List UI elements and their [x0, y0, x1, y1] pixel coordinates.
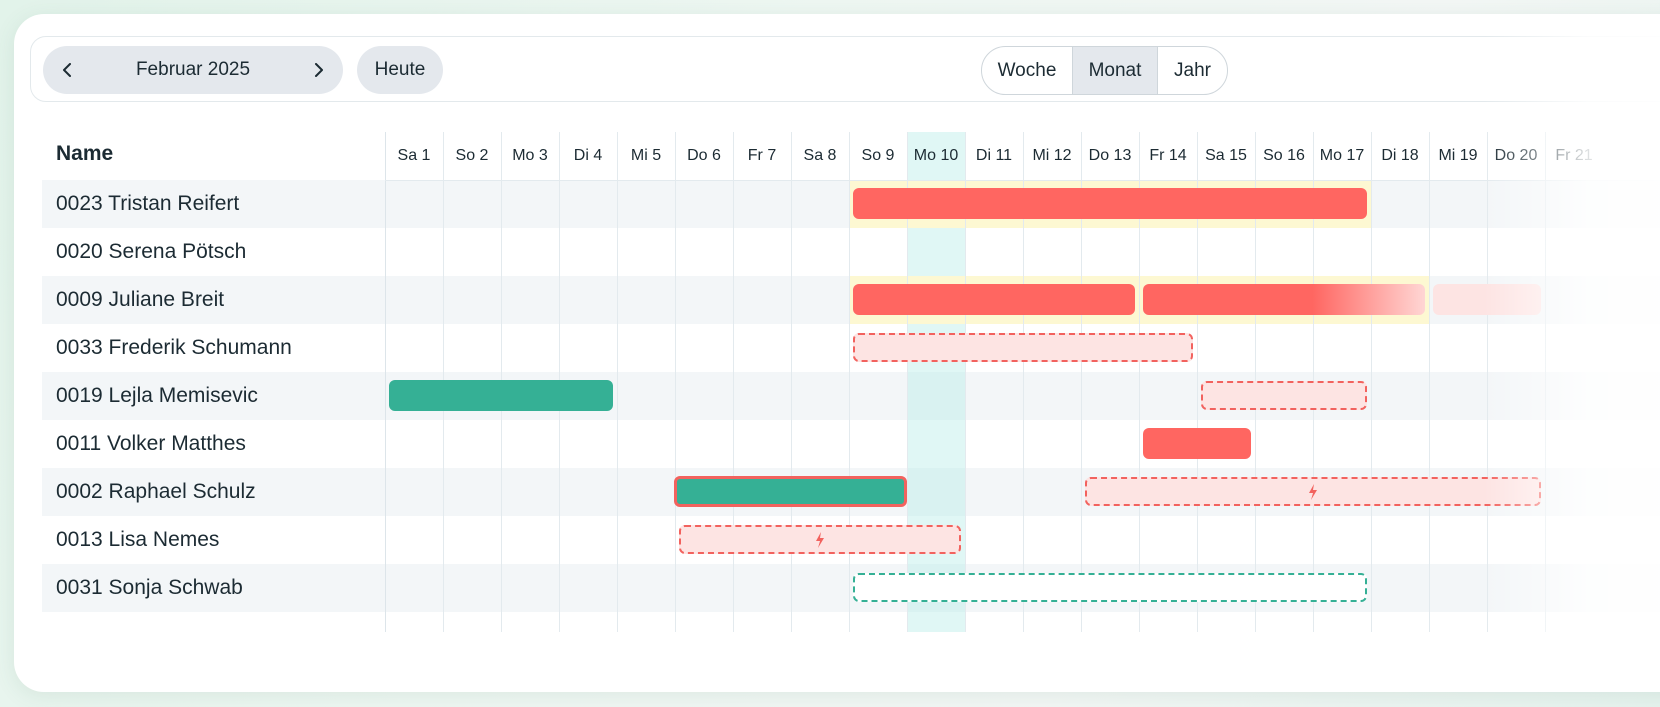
day-header: Mi 5 — [630, 147, 662, 164]
day-column-divider — [1081, 132, 1082, 632]
day-column-divider — [1429, 132, 1430, 632]
employee-name[interactable]: 0019 Lejla Memisevic — [56, 384, 258, 407]
day-header: Fr 21 — [1555, 147, 1593, 164]
day-header: Mo 3 — [512, 147, 548, 164]
day-header: Mi 19 — [1438, 147, 1478, 164]
employee-name[interactable]: 0002 Raphael Schulz — [56, 480, 256, 503]
employee-name[interactable]: 0020 Serena Pötsch — [56, 240, 247, 263]
table-row: 0020 Serena Pötsch — [42, 228, 1660, 276]
absence-bar[interactable] — [853, 284, 1135, 315]
employee-name[interactable]: 0011 Volker Matthes — [56, 432, 246, 455]
table-row: 0013 Lisa Nemes — [42, 516, 1660, 564]
day-column-divider — [733, 132, 734, 632]
employee-name[interactable]: 0031 Sonja Schwab — [56, 576, 243, 599]
employee-name[interactable]: 0009 Juliane Breit — [56, 288, 225, 311]
day-header: Sa 15 — [1205, 147, 1247, 164]
absence-bar[interactable] — [1085, 477, 1541, 506]
day-header: Mo 10 — [913, 147, 959, 164]
lightning-icon — [815, 531, 825, 548]
day-header: Fr 14 — [1149, 147, 1187, 164]
day-column-divider — [675, 132, 676, 632]
day-column-divider — [791, 132, 792, 632]
day-header: Do 6 — [687, 147, 721, 164]
day-column-divider — [1545, 132, 1546, 632]
view-year-button[interactable]: Jahr — [1174, 59, 1211, 81]
view-week-button[interactable]: Woche — [997, 59, 1057, 81]
day-column-divider — [907, 132, 908, 632]
day-column-divider — [1023, 132, 1024, 632]
day-column-divider — [1197, 132, 1198, 632]
absence-bar[interactable] — [1143, 428, 1251, 459]
day-header: Sa 1 — [397, 147, 431, 164]
day-header: Mi 12 — [1032, 147, 1072, 164]
absence-bar[interactable] — [853, 188, 1367, 219]
day-header: Fr 7 — [747, 147, 777, 164]
month-navigator: Februar 2025 — [43, 46, 343, 94]
absence-bar[interactable] — [853, 573, 1367, 602]
name-column-header: Name — [56, 142, 114, 165]
current-month-label: Februar 2025 — [135, 59, 251, 80]
day-column-divider — [617, 132, 618, 632]
day-header: So 9 — [861, 147, 895, 164]
table-row: 0033 Frederik Schumann — [42, 324, 1660, 372]
day-column-divider — [1139, 132, 1140, 632]
header-divider — [385, 180, 1660, 181]
lightning-icon — [1308, 483, 1318, 500]
day-header: Di 18 — [1381, 147, 1419, 164]
chevron-left-icon[interactable] — [43, 46, 91, 94]
day-header: Di 11 — [975, 147, 1013, 164]
view-switcher: Woche Monat Jahr — [981, 46, 1228, 95]
employee-name[interactable]: 0013 Lisa Nemes — [56, 528, 220, 551]
absence-bar[interactable] — [1143, 284, 1425, 315]
table-row: 0019 Lejla Memisevic — [42, 372, 1660, 420]
employee-name[interactable]: 0023 Tristan Reifert — [56, 192, 240, 215]
day-header: Mo 17 — [1319, 147, 1365, 164]
day-header: So 2 — [455, 147, 489, 164]
day-header: Do 13 — [1088, 147, 1132, 164]
day-header: So 16 — [1263, 147, 1305, 164]
name-column-divider — [385, 132, 386, 632]
table-row: 0031 Sonja Schwab — [42, 564, 1660, 612]
absence-bar[interactable] — [1433, 284, 1541, 315]
table-row: 0011 Volker Matthes — [42, 420, 1660, 468]
absence-bar[interactable] — [853, 333, 1193, 362]
day-header: Sa 8 — [803, 147, 837, 164]
gantt-grid: Name 0023 Tristan Reifert 0020 Serena Pöt… — [42, 132, 1660, 632]
calendar-toolbar: Februar 2025 Heute Woche Monat Jahr — [30, 36, 1660, 102]
day-column-divider — [1371, 132, 1372, 632]
day-header: Do 20 — [1494, 147, 1538, 164]
absence-bar[interactable] — [674, 476, 907, 507]
day-column-divider — [1487, 132, 1488, 632]
absence-bar[interactable] — [679, 525, 961, 554]
today-button[interactable]: Heute — [357, 46, 443, 94]
view-month-button[interactable]: Monat — [1072, 47, 1158, 94]
day-column-divider — [849, 132, 850, 632]
absence-bar[interactable] — [1201, 381, 1367, 410]
day-header: Di 4 — [573, 147, 603, 164]
absence-bar[interactable] — [389, 380, 613, 411]
calendar-card: Februar 2025 Heute Woche Monat Jahr Name… — [14, 14, 1660, 692]
day-column-divider — [965, 132, 966, 632]
employee-name[interactable]: 0033 Frederik Schumann — [56, 336, 292, 359]
chevron-right-icon[interactable] — [295, 46, 343, 94]
